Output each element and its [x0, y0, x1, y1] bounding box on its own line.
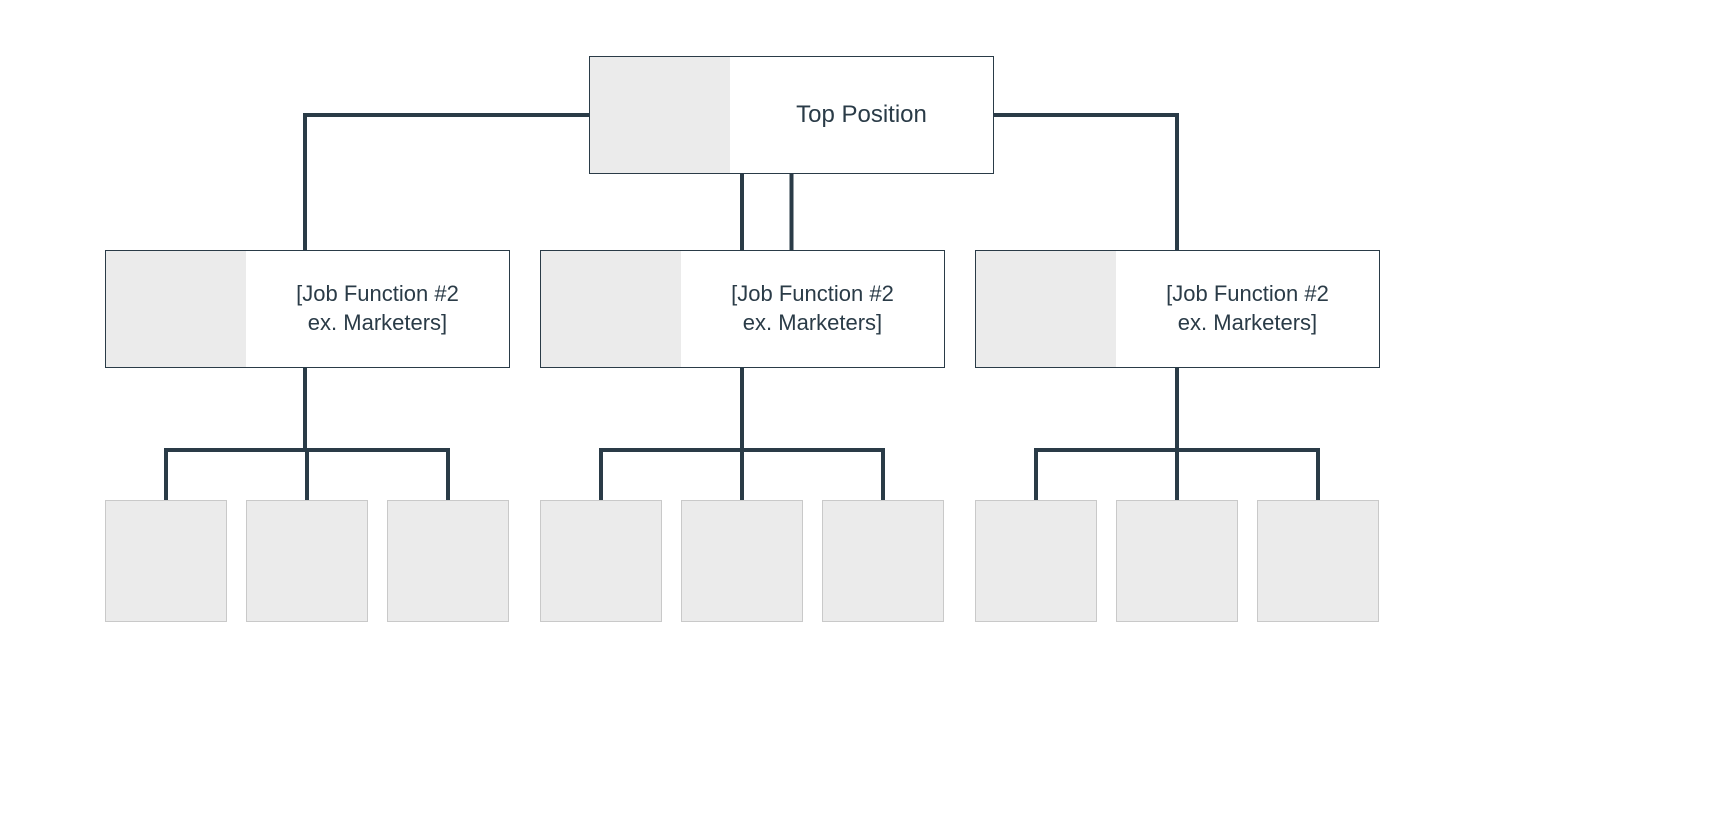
leaf-box: [1116, 500, 1238, 622]
branch-node-icon-placeholder: [541, 251, 681, 367]
leaf-box: [540, 500, 662, 622]
top-node-icon-placeholder: [590, 57, 730, 173]
branch-node: [Job Function #2 ex. Marketers]: [540, 250, 945, 368]
branch-node: [Job Function #2 ex. Marketers]: [105, 250, 510, 368]
top-position-node: Top Position: [589, 56, 994, 174]
branch-node-label: [Job Function #2 ex. Marketers]: [246, 251, 509, 367]
org-chart-canvas: Top Position [Job Function #2 ex. Market…: [0, 0, 1729, 820]
leaf-box: [1257, 500, 1379, 622]
leaf-box: [246, 500, 368, 622]
branch-node-label: [Job Function #2 ex. Marketers]: [681, 251, 944, 367]
leaf-box: [822, 500, 944, 622]
leaf-box: [387, 500, 509, 622]
leaf-box: [681, 500, 803, 622]
leaf-box: [975, 500, 1097, 622]
branch-node-icon-placeholder: [106, 251, 246, 367]
branch-node-icon-placeholder: [976, 251, 1116, 367]
top-node-label: Top Position: [730, 57, 993, 173]
branch-node: [Job Function #2 ex. Marketers]: [975, 250, 1380, 368]
branch-node-label: [Job Function #2 ex. Marketers]: [1116, 251, 1379, 367]
leaf-box: [105, 500, 227, 622]
